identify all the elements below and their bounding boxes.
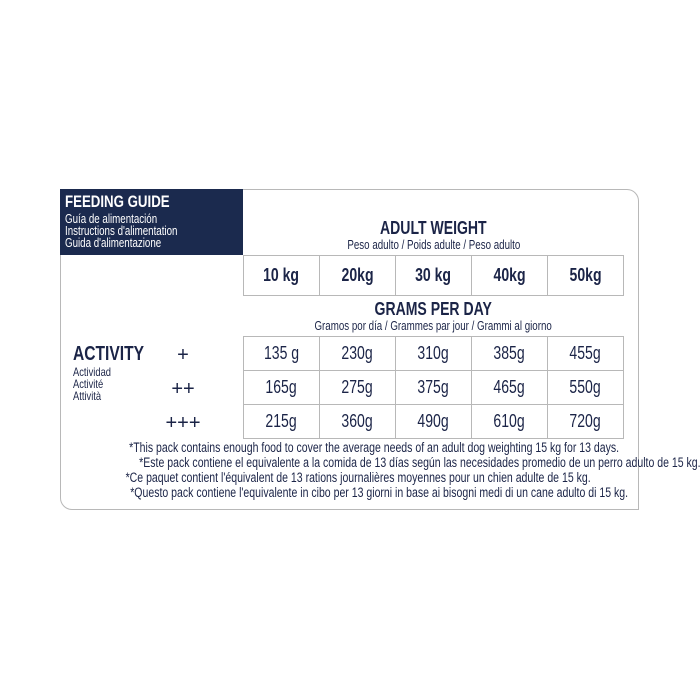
grams-cell: 165g: [243, 370, 320, 405]
weight-cell: 50kg: [547, 255, 624, 296]
activity-title: ACTIVITY: [73, 343, 145, 365]
activity-level-1: +: [177, 344, 189, 366]
guide-subtitle-es: Guía de alimentación: [65, 212, 158, 226]
grams-cell: 385g: [471, 336, 548, 371]
footnote-es: *Este pack contiene el equivalente a la …: [139, 455, 700, 470]
grams-cell: 135 g: [243, 336, 320, 371]
weight-cell: 40kg: [471, 255, 548, 296]
grams-table: 135 g 230g 310g 385g 455g 165g 275g 375g…: [243, 336, 624, 439]
grams-per-day-header: GRAMS PER DAY Gramos por día / Grammes p…: [243, 299, 624, 333]
feeding-guide-header: FEEDING GUIDE Guía de alimentación Instr…: [60, 189, 243, 255]
grams-per-day-subtitle: Gramos por día / Grammes par jour / Gram…: [314, 319, 553, 333]
table-row: 165g 275g 375g 465g 550g: [243, 370, 624, 405]
table-row: 135 g 230g 310g 385g 455g: [243, 336, 624, 371]
footnotes: *This pack contains enough food to cover…: [60, 440, 700, 500]
activity-subtitle-fr: Activité: [73, 377, 104, 391]
activity-level-3: +++: [165, 412, 201, 434]
adult-weight-subtitle: Peso adulto / Poids adulte / Peso adulto: [347, 238, 520, 252]
weight-row: 10 kg 20kg 30 kg 40kg 50kg: [243, 255, 624, 296]
grams-cell: 310g: [395, 336, 472, 371]
table-row: 215g 360g 490g 610g 720g: [243, 404, 624, 439]
activity-level-2: ++: [171, 378, 195, 400]
weight-cell: 30 kg: [395, 255, 472, 296]
activity-subtitle-it: Attività: [73, 389, 102, 403]
guide-subtitle-it: Guida d'alimentazione: [65, 236, 162, 250]
activity-label: ACTIVITY Actividad Activité Attività: [73, 343, 164, 402]
feeding-guide-card: [60, 189, 639, 510]
grams-cell: 360g: [319, 404, 396, 439]
grams-cell: 720g: [547, 404, 624, 439]
footnote-en: *This pack contains enough food to cover…: [129, 440, 620, 455]
guide-subtitle-fr: Instructions d'alimentation: [65, 224, 178, 238]
grams-cell: 490g: [395, 404, 472, 439]
adult-weight-header: ADULT WEIGHT Peso adulto / Poids adulte …: [243, 218, 624, 252]
grams-per-day-title: GRAMS PER DAY: [374, 299, 493, 319]
weight-cell: 10 kg: [243, 255, 320, 296]
grams-cell: 465g: [471, 370, 548, 405]
grams-cell: 230g: [319, 336, 396, 371]
feeding-guide-title: FEEDING GUIDE: [65, 192, 170, 211]
adult-weight-title: ADULT WEIGHT: [380, 218, 487, 238]
footnote-fr: *Ce paquet contient l'équivalent de 13 r…: [125, 470, 591, 485]
footnote-it: *Questo pack contiene l'equivalente in c…: [130, 485, 629, 500]
grams-cell: 550g: [547, 370, 624, 405]
grams-cell: 375g: [395, 370, 472, 405]
activity-subtitle-es: Actividad: [73, 365, 111, 379]
grams-cell: 455g: [547, 336, 624, 371]
weight-cell: 20kg: [319, 255, 396, 296]
grams-cell: 610g: [471, 404, 548, 439]
grams-cell: 275g: [319, 370, 396, 405]
weight-row-table: 10 kg 20kg 30 kg 40kg 50kg: [243, 255, 624, 296]
grams-cell: 215g: [243, 404, 320, 439]
